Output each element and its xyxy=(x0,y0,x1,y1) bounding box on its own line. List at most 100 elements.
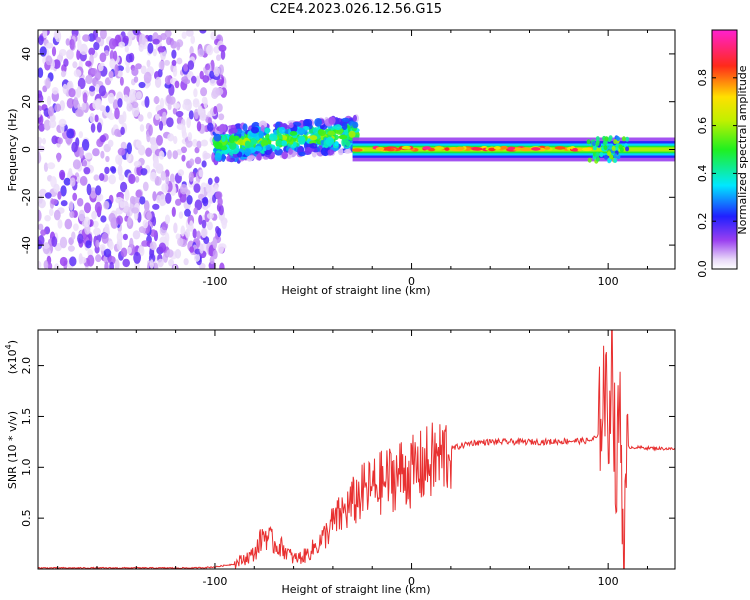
y-tick-label: -40 xyxy=(20,236,33,254)
noise-cell xyxy=(138,33,146,46)
noise-cell xyxy=(114,63,119,76)
noise-cell xyxy=(105,155,110,163)
noise-cell xyxy=(127,216,132,226)
noise-cell xyxy=(131,207,140,214)
top-axes: -100 0 100 40 20 0 -20 -40 xyxy=(20,30,675,288)
noise-cell xyxy=(98,85,106,97)
x-tick-label: 0 xyxy=(408,575,415,588)
noise-cell xyxy=(193,88,198,98)
noise-cell xyxy=(144,96,150,108)
x-tick-label: 0 xyxy=(408,275,415,288)
band-cell xyxy=(288,148,293,155)
noise-cell xyxy=(95,36,101,43)
noise-cell xyxy=(193,207,198,215)
noise-cell xyxy=(44,215,51,222)
noise-cell xyxy=(205,63,211,71)
noise-cell xyxy=(171,206,176,217)
noise-cell xyxy=(183,258,189,266)
noise-cell xyxy=(183,78,191,85)
band-hotspot xyxy=(455,146,465,151)
noise-cell xyxy=(109,50,115,61)
noise-cell xyxy=(173,102,181,109)
noise-cell xyxy=(167,149,172,160)
noise-cell xyxy=(38,151,41,163)
noise-cell xyxy=(66,49,74,60)
band-cell xyxy=(334,141,339,147)
noise-cell xyxy=(53,183,60,193)
noise-cell xyxy=(138,43,144,53)
noise-cell xyxy=(75,108,84,117)
noise-cell xyxy=(139,124,145,132)
noise-cell xyxy=(103,200,110,210)
noise-cell xyxy=(215,191,223,200)
noise-cell xyxy=(196,230,201,240)
noise-cell xyxy=(59,256,68,267)
bottom-y-axis-label: SNR (10 * v/v) xyxy=(6,411,19,489)
disturbance-cell xyxy=(621,136,626,142)
noise-cell xyxy=(62,83,68,95)
band-cell xyxy=(242,123,248,132)
band-cell xyxy=(344,149,351,154)
colorbar-tick-label: 0.8 xyxy=(696,69,709,87)
noise-cell xyxy=(60,123,65,134)
noise-cell xyxy=(92,220,99,228)
y-tick-label: 40 xyxy=(20,47,33,61)
noise-cell xyxy=(200,139,208,147)
noise-cell xyxy=(183,98,191,106)
noise-cell xyxy=(43,119,51,131)
noise-cell xyxy=(125,53,133,63)
noise-cell xyxy=(180,225,186,237)
band-cell xyxy=(213,133,222,142)
noise-cell xyxy=(157,258,164,268)
noise-cell xyxy=(92,148,100,157)
noise-cell xyxy=(120,141,127,150)
noise-cell xyxy=(132,230,141,240)
noise-cell xyxy=(190,35,195,44)
band-cell xyxy=(352,114,357,122)
noise-cell xyxy=(220,49,226,60)
noise-cell xyxy=(66,81,72,91)
band-cell xyxy=(352,121,359,129)
band-cell xyxy=(338,135,348,140)
noise-cell xyxy=(153,96,160,104)
noise-cell xyxy=(69,177,76,187)
noise-cell xyxy=(71,231,76,240)
noise-cell xyxy=(139,196,146,205)
noise-cell xyxy=(216,103,223,113)
band-cell xyxy=(276,139,283,146)
noise-cell xyxy=(63,177,71,186)
noise-cell xyxy=(68,88,76,98)
noise-cell xyxy=(157,46,166,53)
noise-cell xyxy=(109,58,116,69)
noise-cell xyxy=(201,96,207,105)
noise-cell xyxy=(124,188,130,201)
noise-cell xyxy=(165,176,170,186)
noise-cell xyxy=(104,166,110,175)
noise-cell xyxy=(215,226,220,234)
disturbance-cell xyxy=(625,146,630,152)
noise-cell xyxy=(177,169,185,177)
noise-cell xyxy=(199,30,207,34)
noise-cell xyxy=(149,241,157,251)
noise-cell xyxy=(87,249,93,257)
band-hotspot xyxy=(554,146,566,150)
noise-cell xyxy=(76,49,81,61)
noise-cell xyxy=(120,126,125,136)
noise-cell xyxy=(207,122,214,132)
noise-cell xyxy=(57,137,63,145)
noise-cell xyxy=(171,49,177,59)
noise-cell xyxy=(95,254,102,263)
noise-cell xyxy=(86,183,92,196)
noise-cell xyxy=(39,46,47,57)
band-cell xyxy=(275,146,280,151)
noise-cell xyxy=(94,114,99,123)
noise-cell xyxy=(199,243,204,254)
noise-cell xyxy=(118,174,125,181)
noise-cell xyxy=(186,116,191,129)
noise-cell xyxy=(56,152,61,163)
noise-cell xyxy=(108,212,116,223)
noise-cell xyxy=(209,78,217,86)
band-hotspot xyxy=(581,147,593,152)
noise-cell xyxy=(53,209,61,221)
noise-cell xyxy=(83,202,92,214)
